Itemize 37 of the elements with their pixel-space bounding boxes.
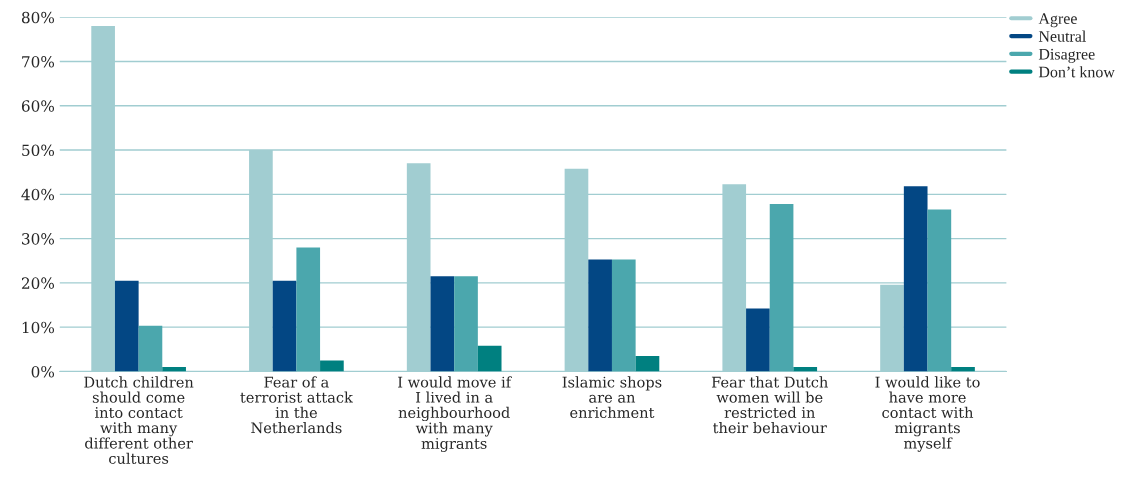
y-tick-label: 40%: [21, 188, 55, 201]
x-tick-label: Dutch children should come into contact with many different other cultures: [84, 376, 194, 464]
y-tick-label: 30%: [22, 233, 55, 245]
y-tick-label: 80%: [21, 11, 55, 24]
legend-label: Disagree: [1038, 48, 1095, 63]
bar: [454, 276, 478, 372]
x-tick-label: I would move if I lived in a neighbourhood with many migrants: [398, 376, 512, 452]
bar: [635, 355, 660, 372]
legend-label: Don’t know: [1038, 66, 1115, 78]
bar: [769, 204, 794, 372]
legend-label: Neutral: [1038, 30, 1086, 42]
y-tick-label: 0%: [31, 365, 55, 378]
y-tick-label: 70%: [22, 55, 55, 68]
bar: [320, 360, 344, 372]
y-tick-label: 10%: [22, 321, 55, 334]
x-tick-label: Islamic shops are an enrichment: [562, 376, 662, 419]
bar: [296, 247, 321, 372]
bar: [272, 280, 297, 372]
bar: [793, 367, 818, 372]
bar: [138, 325, 163, 372]
bar: [114, 280, 139, 372]
x-tick-label: I would like to have more contact with migrants myself: [875, 376, 980, 452]
y-tick-label: 20%: [21, 277, 55, 289]
bar: [588, 259, 612, 372]
bar: [477, 345, 502, 372]
x-tick-label: Fear that Dutch women will be restricted in their behaviour: [711, 376, 828, 434]
bar: [903, 186, 928, 372]
bar: [611, 259, 636, 372]
bar: [951, 367, 975, 372]
y-tick-label: 60%: [21, 100, 55, 112]
bar: [162, 367, 186, 372]
bar: [746, 308, 770, 372]
bar: [927, 209, 952, 372]
bar: [430, 276, 455, 372]
y-tick-label: 50%: [22, 144, 55, 157]
legend-label: Agree: [1038, 13, 1077, 28]
x-tick-label: Fear of a terrorist attack in the Netherlands: [240, 376, 353, 434]
